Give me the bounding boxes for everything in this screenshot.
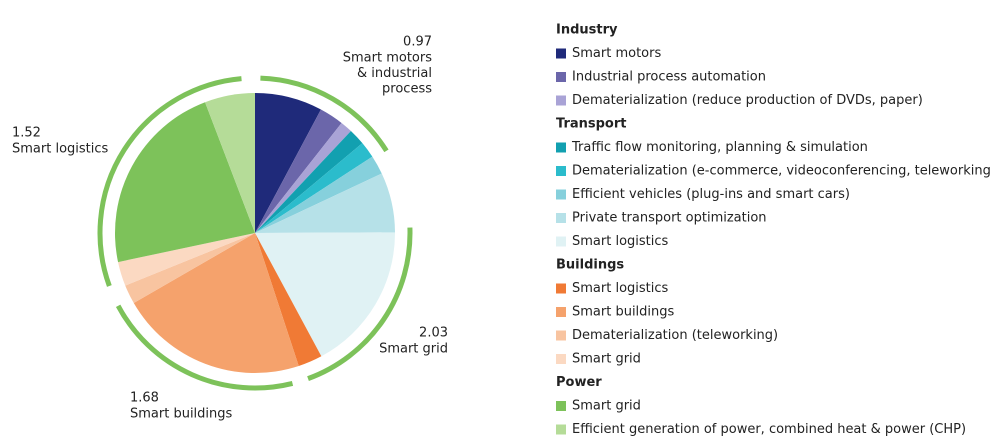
legend-group-header: Industry <box>556 23 618 38</box>
group-arc <box>97 76 242 287</box>
pie-slice <box>255 131 363 233</box>
legend-swatch <box>556 354 566 364</box>
pie-slice <box>255 232 395 357</box>
legend-swatch <box>556 189 566 200</box>
pie-slice <box>255 143 373 233</box>
annotation-value: 1.52 <box>12 126 41 141</box>
pie-slice <box>255 122 351 233</box>
annotation-label: & industrial <box>357 66 432 81</box>
pie-slice <box>125 233 255 303</box>
annotation-label: Smart grid <box>379 342 448 357</box>
annotation-value: 0.97 <box>403 35 432 50</box>
legend-swatch <box>556 142 566 153</box>
annotation-label: Smart logistics <box>12 142 109 157</box>
annotation-label: Smart buildings <box>130 407 233 422</box>
legend-swatch <box>556 95 566 106</box>
legend-label: Smart logistics <box>572 281 669 296</box>
legend-group-header: Power <box>556 375 602 390</box>
pie-slice <box>118 233 255 286</box>
legend-swatch <box>556 166 566 176</box>
legend-label: Industrial process automation <box>572 70 766 85</box>
pie-slice <box>115 102 255 263</box>
pie-slice <box>255 93 321 233</box>
legend-label: Traffic flow monitoring, planning & simu… <box>571 140 868 155</box>
annotation-value: 1.68 <box>130 391 159 406</box>
legend-label: Dematerialization (e-commerce, videoconf… <box>572 164 990 179</box>
pie-slice <box>205 93 255 233</box>
legend-swatch <box>556 72 566 82</box>
legend-group-header: Buildings <box>556 258 624 273</box>
legend-group-header: Transport <box>556 117 626 132</box>
legend-label: Efficient generation of power, combined … <box>572 422 966 437</box>
annotation-label: Smart motors <box>343 51 432 66</box>
legend-label: Smart buildings <box>572 305 675 320</box>
legend-swatch <box>556 424 566 435</box>
legend-swatch <box>556 307 566 317</box>
legend-label: Smart logistics <box>572 234 669 249</box>
pie-slice <box>255 173 395 233</box>
annotation-value: 2.03 <box>419 326 448 341</box>
pie-slice <box>255 109 342 233</box>
legend-swatch <box>556 48 566 59</box>
group-arc <box>260 75 389 153</box>
legend-swatch <box>556 283 566 294</box>
group-arc <box>307 227 413 382</box>
legend-label: Dematerialization (reduce production of … <box>572 93 923 108</box>
legend-label: Smart grid <box>572 352 641 367</box>
pie-slice <box>255 233 322 366</box>
legend-swatch <box>556 213 566 223</box>
pie-slice <box>255 156 382 233</box>
legend-label: Smart grid <box>572 399 641 414</box>
legend-label: Private transport optimization <box>572 211 767 226</box>
legend-label: Dematerialization (teleworking) <box>572 328 778 343</box>
annotation-label: process <box>382 82 432 97</box>
pie-slice <box>133 233 299 374</box>
group-arc <box>115 304 294 391</box>
legend-swatch <box>556 236 566 247</box>
legend-swatch <box>556 330 566 341</box>
legend-swatch <box>556 401 566 411</box>
legend-label: Efficient vehicles (plug-ins and smart c… <box>572 187 850 202</box>
legend-label: Smart motors <box>572 46 661 61</box>
